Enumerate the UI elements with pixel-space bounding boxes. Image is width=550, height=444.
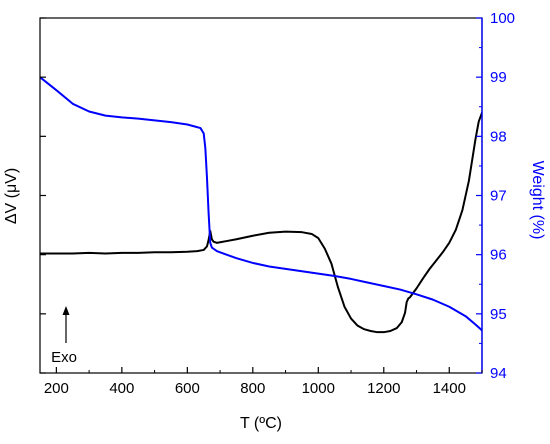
x-tick-label: 400	[109, 380, 134, 397]
y-right-tick-label: 97	[490, 188, 507, 205]
exo-arrow-head	[62, 306, 70, 315]
x-tick-label: 1000	[302, 380, 335, 397]
y-right-tick-label: 94	[490, 365, 507, 382]
exo-label: Exo	[51, 349, 77, 366]
dta-curve-line	[40, 111, 482, 334]
y-right-tick-label: 95	[490, 306, 507, 323]
x-tick-label: 1400	[433, 380, 466, 397]
y-left-axis-title: ΔV (μV)	[3, 168, 20, 224]
y-right-axis-title: Weight (%)	[529, 161, 546, 240]
x-tick-label: 600	[175, 380, 200, 397]
x-tick-label: 200	[44, 380, 69, 397]
y-right-tick-label: 98	[490, 128, 507, 145]
x-tick-label: 1200	[367, 380, 400, 397]
plot-frame	[39, 17, 483, 374]
x-tick-label: 800	[240, 380, 265, 397]
y-right-tick-label: 100	[490, 10, 515, 27]
y-right-tick-label: 96	[490, 247, 507, 264]
weight-curve-line	[40, 76, 482, 332]
x-axis-title: T (ºC)	[240, 415, 282, 432]
y-right-tick-label: 99	[490, 69, 507, 86]
exo-annotation: Exo	[51, 306, 77, 366]
